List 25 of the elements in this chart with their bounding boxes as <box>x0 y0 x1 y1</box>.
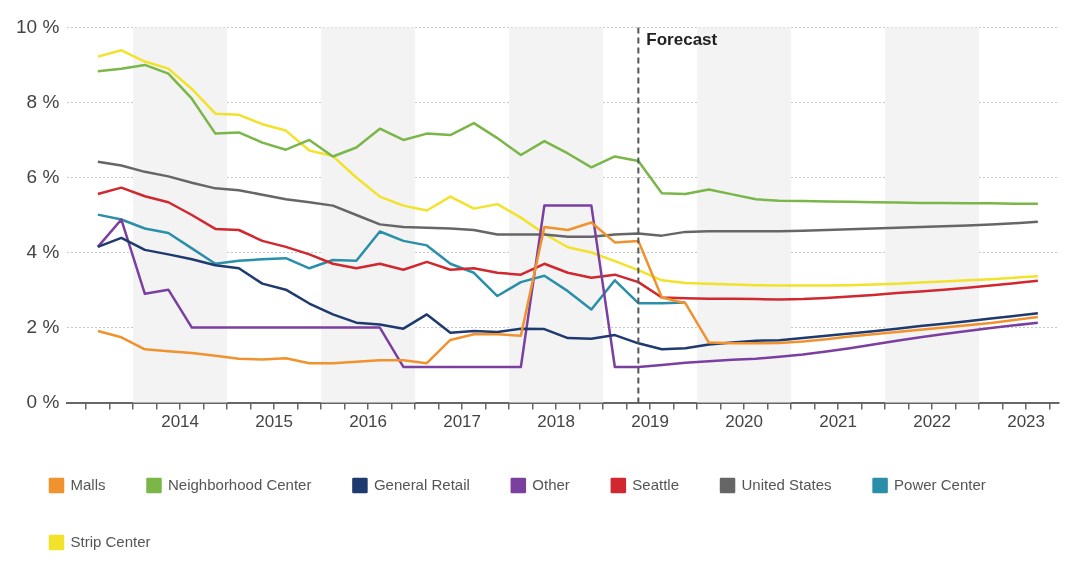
x-tick-label: 2023 <box>1007 412 1046 432</box>
y-tick-label: 6 % <box>26 165 60 187</box>
legend-label: Power Center <box>894 475 986 493</box>
x-tick-label: 2021 <box>819 412 858 432</box>
x-tick-label: 2015 <box>255 412 294 432</box>
legend-label: Seattle <box>632 475 680 493</box>
legend-label: Strip Center <box>70 532 151 550</box>
y-tick-label: 2 % <box>26 315 60 337</box>
x-tick-label: 2020 <box>725 412 764 432</box>
y-tick-label: 10 % <box>15 15 60 37</box>
y-tick-label: 0 % <box>26 390 60 412</box>
y-tick-label: 8 % <box>26 90 60 112</box>
x-tick-label: 2017 <box>443 412 482 432</box>
x-tick-label: 2018 <box>537 412 576 432</box>
x-tick-label: 2019 <box>631 412 670 432</box>
legend-label: United States <box>741 475 832 493</box>
x-tick-label: 2016 <box>349 412 388 432</box>
ref-line-label: Forecast <box>646 29 718 49</box>
legend-label: Neighborhood Center <box>168 475 312 493</box>
x-tick-label: 2022 <box>913 412 952 432</box>
legend-label: Other <box>532 475 570 493</box>
x-tick-label: 2014 <box>161 412 200 432</box>
legend-label: Malls <box>70 475 106 493</box>
y-tick-label: 4 % <box>26 240 60 262</box>
legend-label: General Retail <box>373 475 470 493</box>
